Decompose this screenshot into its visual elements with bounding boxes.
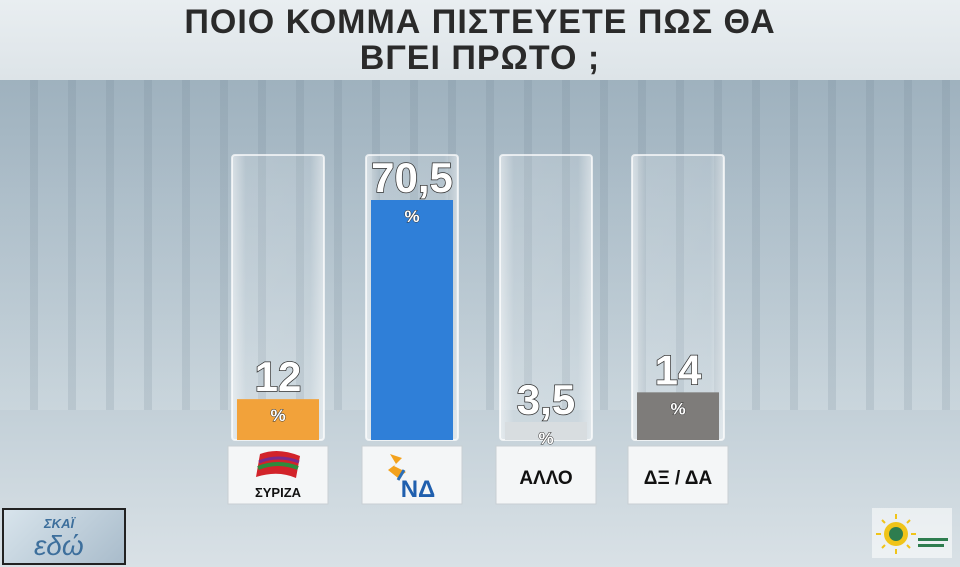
bar-group-3: 3,5% — [495, 154, 597, 505]
background-floor — [0, 410, 960, 567]
syriza-flag-icon — [256, 450, 300, 478]
bar-unit-label: % — [404, 207, 419, 226]
category-label: ΝΔ — [401, 476, 436, 503]
bar-group-2: 70,5% — [361, 153, 463, 505]
bar — [505, 422, 587, 440]
bar-value-label: 3,5 — [517, 376, 575, 423]
bar-group-4: 14% — [627, 154, 729, 505]
category-label: ΣΥΡΙΖΑ — [255, 485, 302, 500]
skai-logo-sub: εδώ — [34, 530, 84, 561]
title-line-1: ΠΟΙΟ ΚΟΜΜΑ ΠΙΣΤΕΥΕΤΕ ΠΩΣ ΘΑ — [184, 3, 776, 41]
background-building — [0, 80, 960, 410]
bar — [371, 200, 453, 440]
chart-title: ΠΟΙΟ ΚΟΜΜΑ ΠΙΣΤΕΥΕΤΕ ΠΩΣ ΘΑ ΒΓΕΙ ΠΡΩΤΟ ; — [0, 0, 960, 80]
bar-unit-label: % — [670, 399, 685, 418]
bar-value-label: 14 — [655, 346, 702, 393]
university-logo — [872, 508, 952, 558]
bar-value-label: 70,5 — [371, 154, 453, 201]
category-labels: ΣΥΡΙΖΑ ΝΔ ΑΛΛΟ ΔΞ / ΔΑ — [255, 450, 713, 503]
category-label: ΑΛΛΟ — [519, 468, 572, 489]
bar — [237, 399, 319, 440]
bar-group-1: 12% — [227, 154, 329, 505]
skai-logo-text: ΣΚΑΪ — [44, 516, 75, 531]
bar-value-label: 12 — [255, 353, 302, 400]
sun-logo-icon — [876, 514, 948, 554]
category-label: ΔΞ / ΔΑ — [644, 468, 713, 489]
category-plate — [495, 445, 597, 505]
title-line-2: ΒΓΕΙ ΠΡΩΤΟ ; — [359, 39, 601, 77]
skai-logo: ΣΚΑΪ εδώ — [2, 508, 126, 565]
category-plate — [627, 445, 729, 505]
category-plate — [361, 445, 463, 505]
bar-unit-label: % — [270, 406, 285, 425]
nd-torch-icon — [388, 454, 406, 481]
bar-unit-label: % — [538, 429, 553, 448]
bar — [637, 392, 719, 440]
